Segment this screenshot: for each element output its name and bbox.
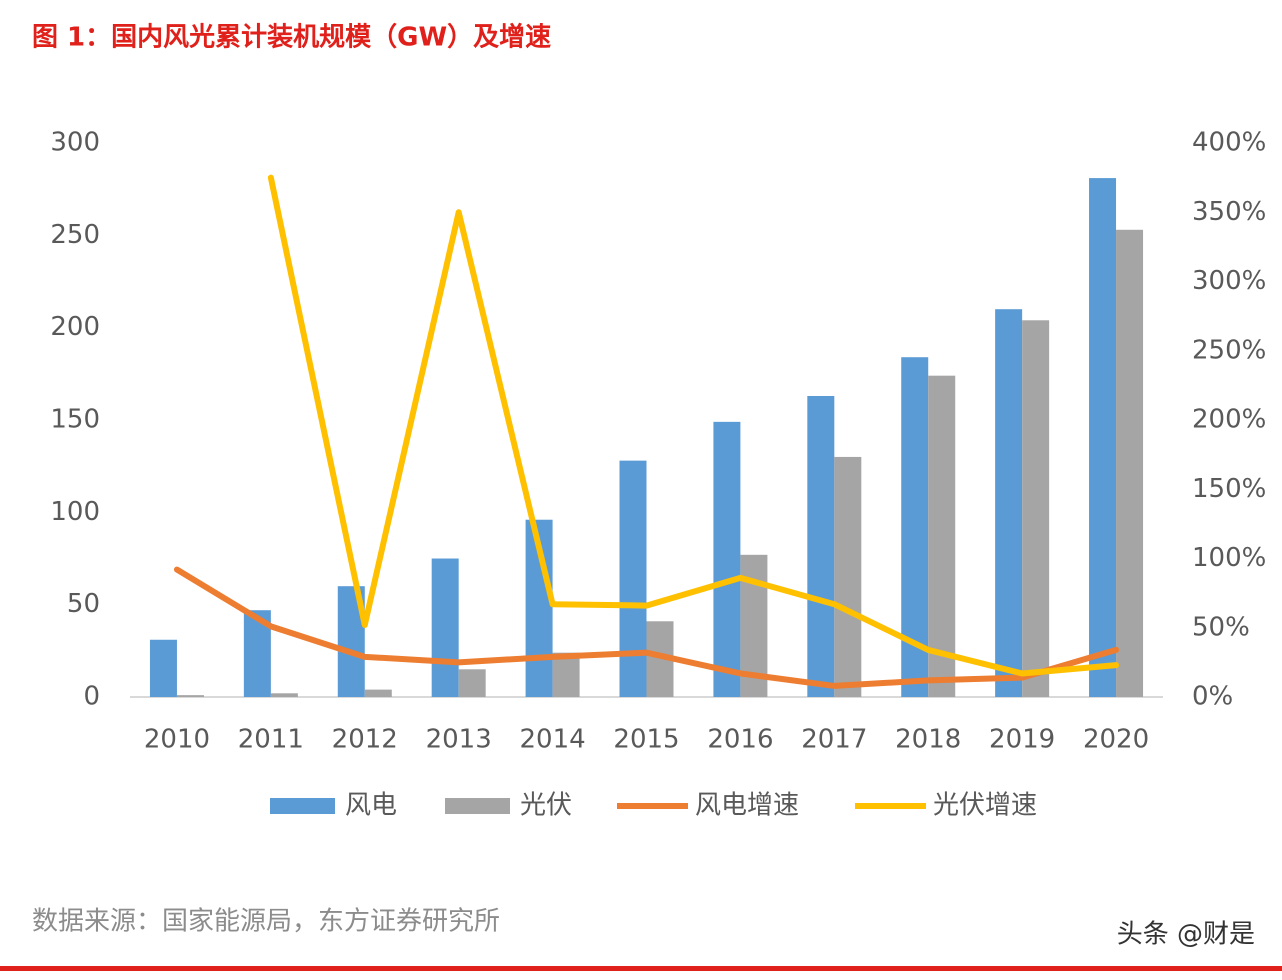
bar — [552, 652, 580, 697]
watermark: 头条 @财是 — [1117, 920, 1255, 950]
y2-tick-label: 350% — [1192, 197, 1266, 227]
y-tick-label: 200 — [50, 312, 100, 342]
x-tick-label: 2012 — [332, 725, 398, 755]
footer-rule — [0, 966, 1282, 971]
legend-label: 光伏增速 — [933, 791, 1037, 821]
y-tick-label: 300 — [50, 128, 100, 158]
x-tick-label: 2014 — [520, 725, 586, 755]
y2-tick-label: 150% — [1192, 474, 1266, 504]
source-note: 数据来源：国家能源局，东方证券研究所 — [32, 907, 500, 937]
y-tick-label: 100 — [50, 497, 100, 527]
x-tick-label: 2018 — [895, 725, 961, 755]
x-tick-label: 2019 — [989, 725, 1055, 755]
bar — [1022, 320, 1050, 697]
bar — [807, 395, 835, 697]
line-series — [173, 566, 1120, 689]
bar — [1116, 229, 1144, 697]
bar — [270, 693, 298, 697]
y2-tick-label: 400% — [1192, 128, 1266, 158]
x-tick-label: 2016 — [707, 725, 773, 755]
bar — [619, 460, 647, 697]
legend-swatch — [270, 798, 335, 814]
x-tick-label: 2011 — [238, 725, 304, 755]
y2-tick-label: 0% — [1192, 682, 1233, 712]
legend-label: 风电增速 — [695, 791, 799, 821]
bar — [928, 375, 956, 697]
x-tick-label: 2010 — [144, 725, 210, 755]
bar — [995, 309, 1023, 697]
y2-tick-label: 100% — [1192, 543, 1266, 573]
bar — [1089, 178, 1117, 697]
x-tick-label: 2017 — [801, 725, 867, 755]
bar — [364, 689, 392, 697]
y2-tick-label: 50% — [1192, 612, 1250, 642]
x-tick-label: 2015 — [613, 725, 679, 755]
bar — [431, 558, 459, 697]
legend-swatch — [445, 798, 510, 814]
x-tick-label: 2013 — [426, 725, 492, 755]
y2-tick-label: 300% — [1192, 266, 1266, 296]
line-series — [267, 174, 1120, 677]
chart-title: 图 1：国内风光累计装机规模（GW）及增速 — [32, 22, 551, 53]
y-tick-label: 0 — [83, 682, 100, 712]
bar — [713, 421, 741, 697]
bar — [176, 695, 204, 697]
y2-tick-label: 200% — [1192, 405, 1266, 435]
x-tick-label: 2020 — [1083, 725, 1149, 755]
y2-tick-label: 250% — [1192, 335, 1266, 365]
bar — [149, 639, 177, 697]
bar — [458, 669, 486, 697]
y-tick-label: 250 — [50, 220, 100, 250]
y-tick-label: 150 — [50, 405, 100, 435]
y-tick-label: 50 — [67, 589, 100, 619]
bar — [834, 456, 862, 697]
legend-label: 风电 — [345, 791, 397, 821]
legend-label: 光伏 — [520, 791, 572, 821]
